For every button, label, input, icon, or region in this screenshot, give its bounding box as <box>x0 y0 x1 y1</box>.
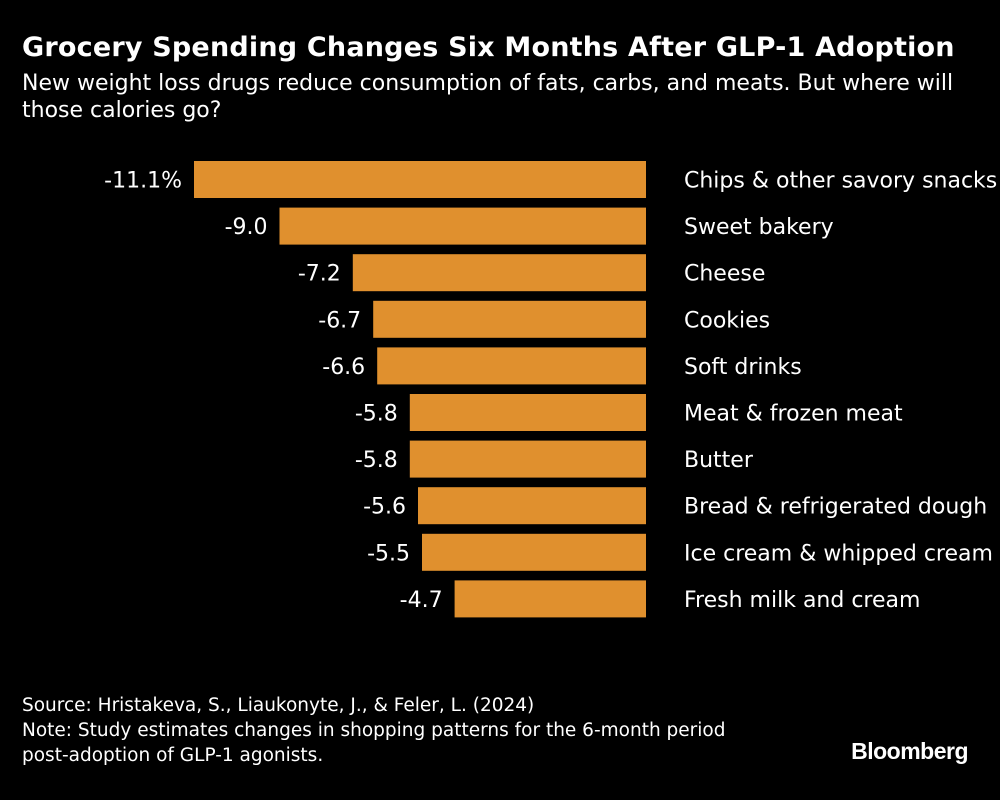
bar-value-label: -4.7 <box>400 588 443 613</box>
chart-subtitle: New weight loss drugs reduce consumption… <box>22 71 954 123</box>
category-label: Cheese <box>684 262 765 287</box>
bar <box>418 487 646 525</box>
category-label: Ice cream & whipped cream <box>684 541 993 566</box>
bar-value-label: -11.1% <box>104 169 182 194</box>
category-label: Sweet bakery <box>684 215 834 240</box>
bar-value-label: -6.6 <box>322 355 365 380</box>
bar-value-label: -5.5 <box>367 541 410 566</box>
bar <box>409 394 646 431</box>
bar-value-label: -6.7 <box>318 308 361 333</box>
bar <box>422 533 646 571</box>
note-line-1: Note: Study estimates changes in shoppin… <box>22 720 726 741</box>
category-label: Meat & frozen meat <box>684 402 903 427</box>
category-label: Cookies <box>684 308 770 333</box>
category-label: Butter <box>684 448 754 473</box>
bar-value-label: -5.8 <box>355 402 398 427</box>
chart-title: Grocery Spending Changes Six Months Afte… <box>22 32 955 63</box>
bar-value-label: -5.6 <box>363 495 406 520</box>
bar-chart: -11.1% Chips & other savory snacks -9.0 Swe… <box>104 161 997 618</box>
category-label: Chips & other savory snacks <box>684 169 997 194</box>
bar <box>377 347 646 385</box>
bar <box>373 300 646 338</box>
bar <box>279 207 646 245</box>
bar-value-label: -7.2 <box>298 262 341 287</box>
bar-value-label: -5.8 <box>355 448 398 473</box>
chart-footer: Source: Hristakeva, S., Liaukonyte, J., … <box>22 693 726 768</box>
category-label: Fresh milk and cream <box>684 588 920 613</box>
category-label: Soft drinks <box>684 355 802 380</box>
bar <box>454 580 646 618</box>
category-label: Bread & refrigerated dough <box>684 495 987 520</box>
bloomberg-logo: Bloomberg <box>851 738 968 764</box>
bar <box>352 254 646 292</box>
bar-value-label: -9.0 <box>225 215 268 240</box>
source-note: Source: Hristakeva, S., Liaukonyte, J., … <box>22 695 535 716</box>
bar <box>194 161 646 198</box>
note-line-2: post-adoption of GLP-1 agonists. <box>22 745 324 766</box>
bar <box>409 440 646 478</box>
